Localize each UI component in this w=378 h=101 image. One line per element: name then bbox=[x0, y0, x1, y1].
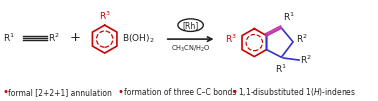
Text: R$^2$: R$^2$ bbox=[48, 32, 60, 44]
Text: •: • bbox=[2, 87, 8, 97]
Text: R$^2$: R$^2$ bbox=[301, 54, 312, 66]
Text: R$^3$: R$^3$ bbox=[225, 33, 237, 45]
Text: [Rh]: [Rh] bbox=[183, 21, 199, 30]
Text: CH$_3$CN/H$_2$O: CH$_3$CN/H$_2$O bbox=[171, 43, 211, 54]
Text: R$^1$: R$^1$ bbox=[3, 32, 15, 44]
Text: R$^3$: R$^3$ bbox=[99, 9, 111, 22]
Text: formation of three C–C bonds: formation of three C–C bonds bbox=[124, 88, 236, 97]
Text: •: • bbox=[118, 87, 123, 97]
Ellipse shape bbox=[178, 19, 203, 31]
Text: R$^1$: R$^1$ bbox=[275, 63, 287, 75]
Text: •: • bbox=[232, 87, 238, 97]
Text: R$^2$: R$^2$ bbox=[296, 33, 308, 45]
Text: 1,1-disubstituted 1($\it{H}$)-indenes: 1,1-disubstituted 1($\it{H}$)-indenes bbox=[239, 86, 356, 98]
Text: B(OH)$_2$: B(OH)$_2$ bbox=[122, 32, 155, 45]
Text: formal [2+2+1] annulation: formal [2+2+1] annulation bbox=[8, 88, 112, 97]
Text: R$^1$: R$^1$ bbox=[283, 11, 295, 23]
Text: +: + bbox=[70, 31, 81, 44]
